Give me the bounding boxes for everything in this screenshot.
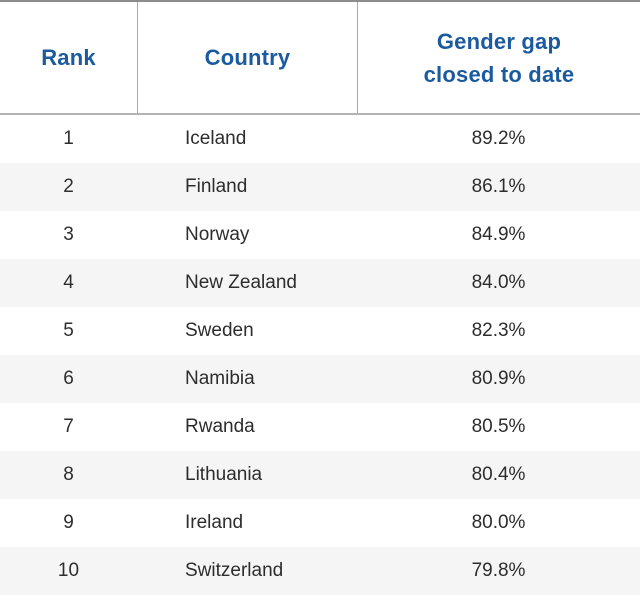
gap-value-cell: 84.9% [471, 224, 526, 245]
column-header-rank: Rank [0, 2, 137, 113]
rank-cell: 7 [63, 416, 74, 437]
gap-value-cell: 79.8% [471, 560, 526, 581]
gap-value-cell: 80.9% [471, 368, 526, 389]
gap-value-cell: 80.0% [471, 512, 526, 533]
rank-cell: 8 [63, 464, 74, 485]
rank-cell: 4 [63, 272, 74, 293]
country-cell: Iceland [185, 128, 247, 149]
table-row: 10 Switzerland 79.8% [0, 547, 640, 595]
table-header-row: Rank Country Gender gap closed to date [0, 0, 640, 115]
table-body: 1 Iceland 89.2% 2 Finland 86.1% 3 Norway… [0, 115, 640, 595]
country-cell: Rwanda [185, 416, 255, 437]
table-row: 3 Norway 84.9% [0, 211, 640, 259]
rank-cell: 6 [63, 368, 74, 389]
table-row: 4 New Zealand 84.0% [0, 259, 640, 307]
rank-cell: 5 [63, 320, 74, 341]
rank-cell: 10 [57, 560, 80, 581]
gap-value-cell: 84.0% [471, 272, 526, 293]
rank-cell: 2 [63, 176, 74, 197]
rank-cell: 3 [63, 224, 74, 245]
table-row: 2 Finland 86.1% [0, 163, 640, 211]
table-row: 9 Ireland 80.0% [0, 499, 640, 547]
table-row: 5 Sweden 82.3% [0, 307, 640, 355]
table-row: 7 Rwanda 80.5% [0, 403, 640, 451]
column-header-country: Country [137, 2, 357, 113]
country-cell: Namibia [185, 368, 255, 389]
country-cell: Ireland [185, 512, 244, 533]
country-cell: Finland [185, 176, 248, 197]
gap-value-cell: 82.3% [471, 320, 526, 341]
rank-cell: 9 [63, 512, 74, 533]
column-header-rank-label: Rank [41, 45, 96, 70]
table-row: 6 Namibia 80.9% [0, 355, 640, 403]
rank-cell: 1 [63, 128, 74, 149]
column-header-gender-gap: Gender gap closed to date [357, 2, 640, 113]
country-cell: Sweden [185, 320, 254, 341]
column-header-gender-gap-label: Gender gap closed to date [423, 28, 575, 87]
table-row: 8 Lithuania 80.4% [0, 451, 640, 499]
country-cell: New Zealand [185, 272, 297, 293]
country-cell: Lithuania [185, 464, 263, 485]
gap-value-cell: 80.4% [471, 464, 526, 485]
table-row: 1 Iceland 89.2% [0, 115, 640, 163]
country-cell: Switzerland [185, 560, 284, 581]
gap-value-cell: 80.5% [471, 416, 526, 437]
gap-value-cell: 86.1% [471, 176, 526, 197]
gap-value-cell: 89.2% [471, 128, 526, 149]
country-cell: Norway [185, 224, 250, 245]
column-header-country-label: Country [204, 45, 291, 70]
